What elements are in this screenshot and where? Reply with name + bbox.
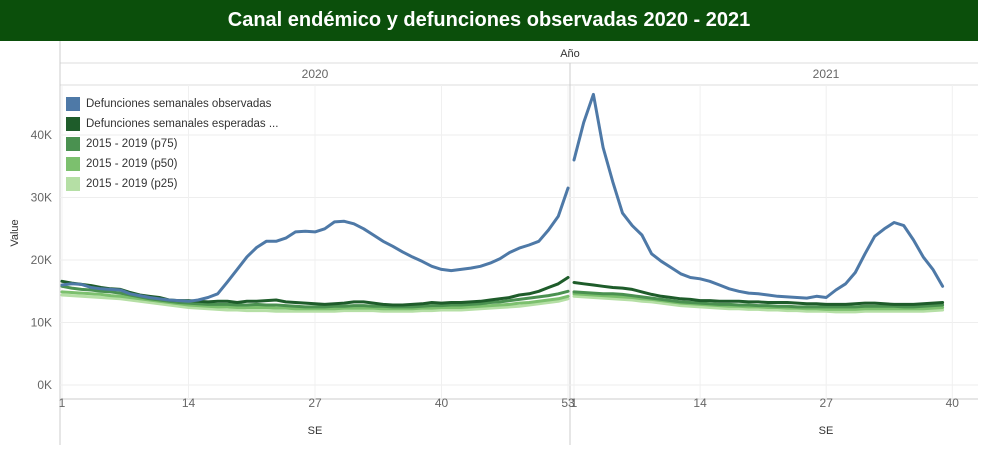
series-layer bbox=[60, 92, 945, 314]
panel-year-2021: 2021 bbox=[813, 67, 840, 81]
x-tick-label: 14 bbox=[693, 396, 707, 410]
dashboard-title-bar: Canal endémico y defunciones observadas … bbox=[0, 0, 978, 41]
legend-item-p25[interactable]: 2015 - 2019 (p25) bbox=[66, 174, 278, 194]
x-tick-label: 27 bbox=[820, 396, 834, 410]
legend-swatch-p25 bbox=[66, 177, 80, 191]
x-tick-label: 1 bbox=[59, 396, 66, 410]
series-line-observed-2020 bbox=[60, 186, 570, 303]
legend-label-expected: Defunciones semanales esperadas ... bbox=[86, 118, 279, 130]
series-line-p25-2021 bbox=[572, 294, 945, 314]
legend-swatch-observed bbox=[66, 97, 80, 111]
legend-item-p75[interactable]: 2015 - 2019 (p75) bbox=[66, 134, 278, 154]
x-tick-label: 53 bbox=[561, 396, 575, 410]
y-tick-label: 20K bbox=[31, 253, 52, 267]
column-header-year: Año bbox=[560, 48, 580, 60]
y-tick-label: 30K bbox=[31, 191, 52, 205]
panel-year-2020: 2020 bbox=[302, 67, 329, 81]
y-tick-label: 10K bbox=[31, 316, 52, 330]
y-tick-label: 0K bbox=[37, 378, 52, 392]
series-line-observed-2021 bbox=[572, 92, 945, 300]
legend-swatch-expected bbox=[66, 117, 80, 131]
legend-item-observed[interactable]: Defunciones semanales observadas bbox=[66, 94, 278, 114]
x-tick-label: 27 bbox=[308, 396, 322, 410]
legend-swatch-p75 bbox=[66, 137, 80, 151]
legend-label-p50: 2015 - 2019 (p50) bbox=[86, 158, 178, 170]
legend-label-p25: 2015 - 2019 (p25) bbox=[86, 178, 178, 190]
x-axis-title-2021: SE bbox=[819, 425, 834, 437]
x-tick-label: 40 bbox=[946, 396, 960, 410]
legend-item-expected[interactable]: Defunciones semanales esperadas ... bbox=[66, 114, 278, 134]
legend-swatch-p50 bbox=[66, 157, 80, 171]
legend-item-p50[interactable]: 2015 - 2019 (p50) bbox=[66, 154, 278, 174]
dashboard-title: Canal endémico y defunciones observadas … bbox=[227, 9, 751, 31]
legend-label-observed: Defunciones semanales observadas bbox=[86, 98, 272, 110]
y-axis-title: Value bbox=[9, 219, 21, 246]
grid-layer bbox=[59, 41, 978, 445]
x-tick-label: 1 bbox=[571, 396, 578, 410]
series-line-p75-2021 bbox=[572, 290, 945, 309]
series-line-p25-2020 bbox=[60, 293, 570, 313]
series-line-expected-2021 bbox=[572, 281, 945, 306]
legend-label-p75: 2015 - 2019 (p75) bbox=[86, 138, 178, 150]
x-axis-title-2020: SE bbox=[308, 425, 323, 437]
endemic-channel-chart[interactable]: Año 2020 2021 Value SE SE 0K 10K 20K 30K 40K… bbox=[0, 41, 992, 453]
chart-legend[interactable]: Defunciones semanales observadas Defunci… bbox=[66, 94, 278, 194]
x-tick-label: 14 bbox=[182, 396, 196, 410]
x-tick-label: 40 bbox=[435, 396, 449, 410]
y-tick-label: 40K bbox=[31, 128, 52, 142]
